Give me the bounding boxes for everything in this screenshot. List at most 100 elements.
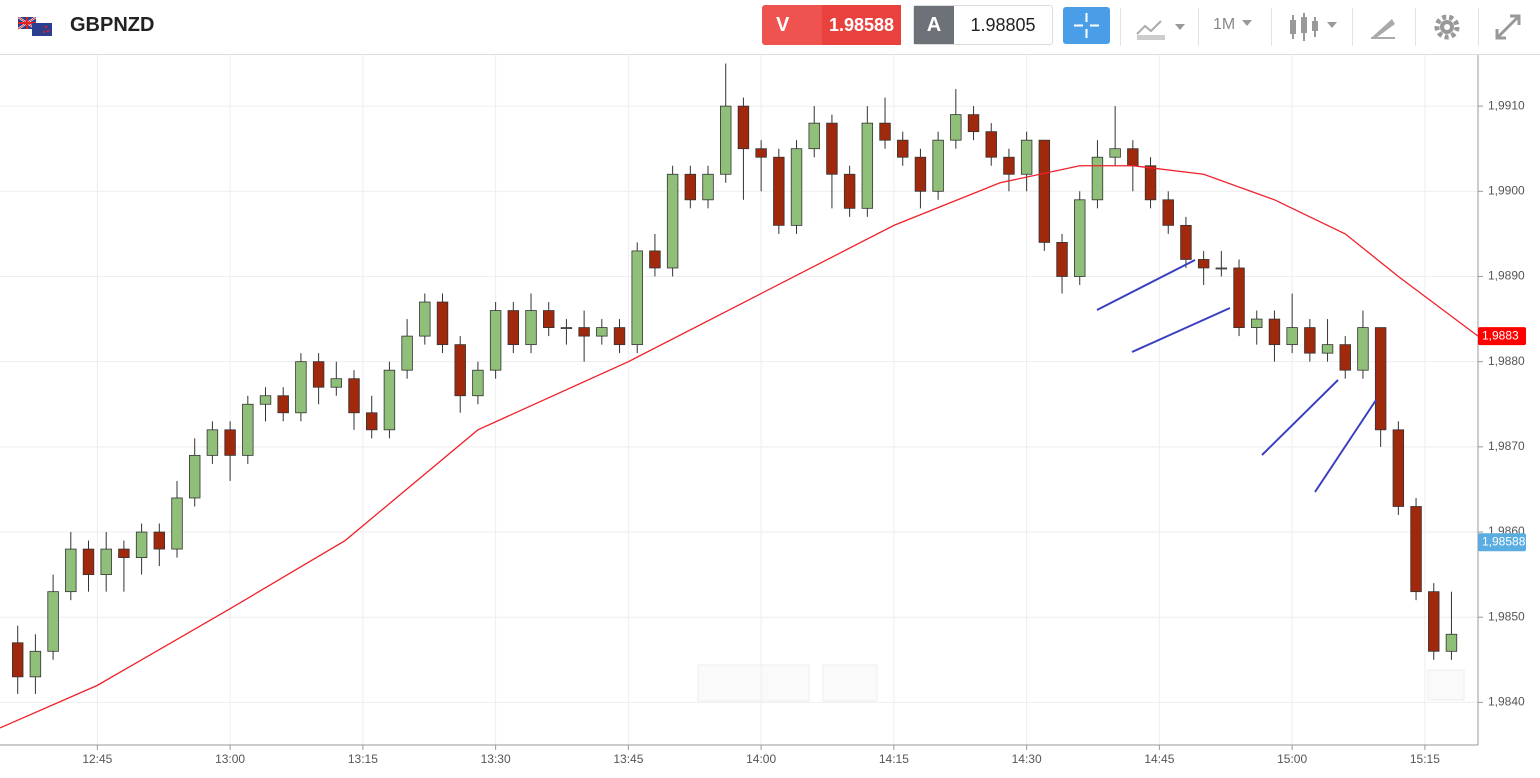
candle-body — [401, 335, 413, 371]
x-tick-label: 13:00 — [215, 752, 245, 766]
candle-body — [1109, 148, 1121, 158]
candle-body — [879, 122, 891, 141]
candle-body — [755, 148, 767, 158]
candle-body — [82, 548, 95, 576]
candle-body — [507, 310, 520, 346]
x-tick-label: 12:45 — [82, 752, 112, 766]
candle-body — [578, 327, 590, 337]
candle-body — [472, 369, 484, 397]
x-tick-label: 13:15 — [348, 752, 378, 766]
settings-button[interactable] — [1432, 12, 1462, 42]
x-tick-label: 14:45 — [1144, 752, 1174, 766]
crosshair-icon — [1074, 13, 1099, 38]
nav-button[interactable] — [1427, 669, 1465, 701]
candle-body — [206, 429, 219, 456]
candle-body — [808, 122, 820, 150]
candle-body — [454, 344, 466, 397]
candle-body — [826, 122, 838, 175]
separator — [1198, 8, 1199, 46]
candle-body — [684, 173, 697, 201]
y-tick-label: 1,9850 — [1488, 609, 1525, 623]
fullscreen-button[interactable] — [1493, 12, 1523, 42]
annotation-line — [1261, 379, 1339, 456]
candle-body — [366, 412, 378, 431]
candle-body — [1410, 506, 1422, 593]
annotation-line — [1314, 399, 1377, 493]
price-label-box — [1478, 327, 1526, 346]
candle-body — [525, 310, 537, 346]
candle-body — [47, 591, 59, 652]
annotation-line — [1096, 259, 1196, 311]
candle-body — [188, 454, 201, 499]
candle-button[interactable] — [1287, 12, 1342, 42]
candle-body — [242, 403, 254, 456]
chart-type-button[interactable] — [1135, 14, 1190, 40]
sell-label: V — [776, 14, 790, 36]
grid — [0, 55, 1478, 745]
chart: 1,98401,98501,98601,98701,98801,98901,99… — [0, 55, 1526, 766]
nav-button[interactable] — [822, 664, 878, 702]
candle-body — [613, 327, 626, 346]
separator — [1478, 8, 1479, 46]
candle-body — [135, 531, 148, 558]
candle-body — [1038, 139, 1051, 243]
candle-body — [259, 395, 272, 405]
candle-body — [560, 327, 573, 329]
candle-body — [649, 250, 661, 269]
candle-body — [843, 173, 856, 209]
candle-body — [1233, 267, 1245, 328]
candle-body — [1020, 139, 1033, 175]
candle-body — [790, 148, 803, 226]
candle-body — [897, 139, 909, 158]
candle-body — [1144, 165, 1157, 201]
candle-body — [277, 395, 289, 414]
candle-body — [1162, 199, 1174, 226]
candle-body — [330, 378, 343, 388]
candle-body — [1251, 318, 1263, 328]
candle-body — [295, 361, 307, 414]
x-tick-label: 14:15 — [879, 752, 909, 766]
annotation-line — [1131, 307, 1231, 353]
y-tick-label: 1,9840 — [1488, 695, 1525, 709]
candle-body — [100, 548, 112, 576]
crosshair-button[interactable] — [1063, 7, 1110, 44]
candle-body — [1339, 344, 1351, 371]
candle-body — [1304, 327, 1316, 354]
candle-body — [489, 310, 502, 371]
candle-body — [1286, 327, 1298, 346]
candle-body — [1428, 591, 1440, 652]
candle-body — [737, 105, 750, 150]
candle-body — [1374, 327, 1387, 431]
candle-body — [861, 122, 874, 209]
candle-body — [65, 548, 77, 593]
buy-button[interactable]: A 1.98805 — [913, 5, 1053, 45]
candle-body — [967, 114, 980, 133]
price-label-box — [1478, 533, 1526, 552]
candle-body — [436, 301, 449, 346]
candle-body — [543, 310, 555, 328]
x-tick-label: 15:15 — [1410, 752, 1440, 766]
candle-body — [1268, 318, 1281, 346]
x-tick-label: 14:00 — [746, 752, 776, 766]
candle-body — [914, 156, 927, 192]
nav-button[interactable] — [697, 664, 810, 702]
price-label: 1,9883 — [1482, 328, 1519, 342]
drawing-button[interactable] — [1368, 14, 1398, 40]
sell-button[interactable]: V 1.98588 — [762, 5, 901, 45]
moving-average — [0, 165, 1479, 729]
timeframe-button[interactable]: 1M — [1213, 16, 1236, 33]
candle-body — [118, 548, 130, 558]
candle-body — [631, 250, 643, 346]
candle-body — [666, 173, 679, 269]
candle-body — [171, 497, 183, 550]
candle-body — [1445, 633, 1458, 652]
y-tick-label: 1,9910 — [1488, 98, 1525, 112]
separator — [1271, 8, 1272, 46]
candle-body — [596, 327, 608, 337]
separator — [1352, 8, 1353, 46]
candle-body — [1180, 224, 1192, 260]
x-tick-label: 13:30 — [481, 752, 511, 766]
candle-body — [383, 369, 396, 431]
buy-price: 1.98805 — [970, 15, 1036, 35]
